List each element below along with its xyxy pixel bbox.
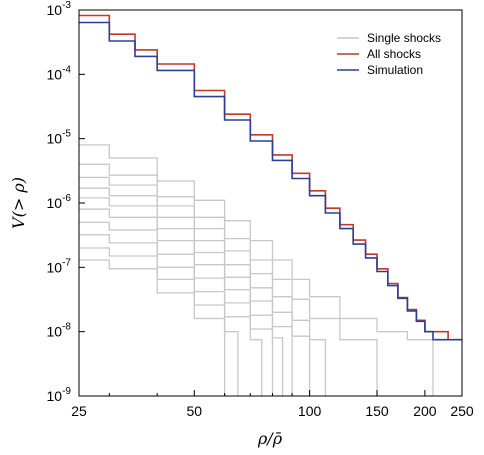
series-line-7 xyxy=(79,208,284,396)
x-tick-label: 200 xyxy=(413,403,437,419)
x-tick-label: 250 xyxy=(450,403,474,419)
y-tick-label: 10-5 xyxy=(47,129,72,147)
y-tick-label: 10-6 xyxy=(47,193,72,211)
x-tick-label: 150 xyxy=(365,403,389,419)
series-line-10 xyxy=(79,247,239,396)
y-tick-label: 10-9 xyxy=(47,386,72,404)
series-layer xyxy=(79,14,462,396)
x-tick-label: 50 xyxy=(187,403,203,419)
y-tick-label: 10-8 xyxy=(47,322,72,340)
series-line-4 xyxy=(79,176,327,396)
series-line-5 xyxy=(79,187,311,396)
y-tick-label: 10-7 xyxy=(47,257,72,275)
series-line-11 xyxy=(79,259,226,396)
legend: Single shocks All shocks Simulation xyxy=(337,31,441,77)
y-tick-label: 10-3 xyxy=(47,0,72,18)
legend-label: All shocks xyxy=(367,47,421,61)
series-line-8 xyxy=(79,221,274,396)
x-tick-label: 100 xyxy=(298,403,322,419)
legend-label: Simulation xyxy=(367,63,423,77)
x-axis-label: ρ/ρ̄ xyxy=(257,429,283,448)
axis-layer: 25 50 100 150 200 250 10-9 10-8 10-7 10-6 10-5 10-4… xyxy=(47,0,474,419)
series-line-1 xyxy=(79,21,462,341)
y-tick-label: 10-4 xyxy=(47,64,72,82)
y-axis-label: V(> ρ) xyxy=(9,177,28,229)
legend-label: Single shocks xyxy=(367,31,441,45)
x-tick-label: 25 xyxy=(71,403,87,419)
